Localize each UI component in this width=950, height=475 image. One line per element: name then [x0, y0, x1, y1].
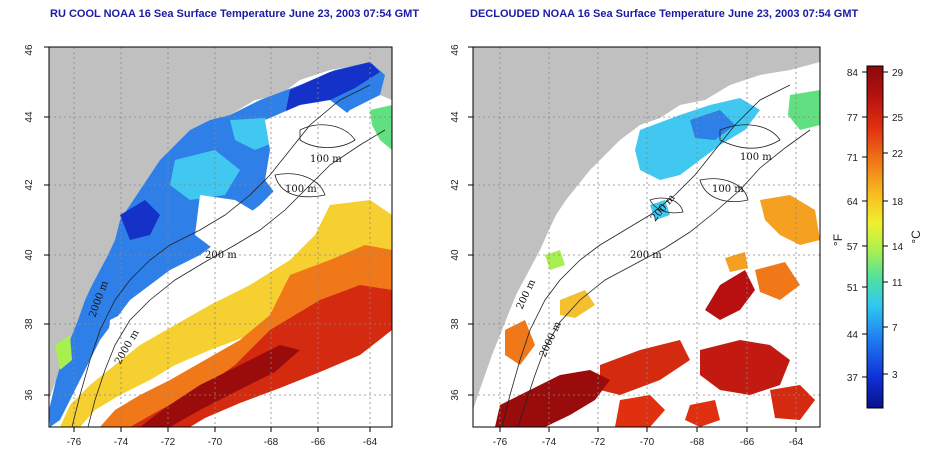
fahrenheit-tick: 44 [847, 330, 859, 341]
celsius-unit-label: °C [909, 230, 923, 244]
celsius-tick: 29 [892, 68, 904, 79]
x-tick-label: -66 [311, 437, 326, 448]
sst-warm-band [60, 200, 392, 427]
sst-cyan-patch [635, 98, 760, 180]
y-tick-label: 44 [450, 111, 461, 123]
fahrenheit-tick: 57 [847, 242, 859, 253]
grid-lines [473, 47, 820, 427]
sst-orange-band [100, 245, 392, 427]
temperature-colorbar: 37 44 51 57 64 71 77 84 3 7 11 14 18 22 … [831, 65, 923, 409]
y-tick-label: 36 [450, 389, 461, 401]
sst-warm-patch [560, 290, 595, 318]
x-tick-label: -68 [264, 437, 279, 448]
x-tick-label: -68 [690, 437, 705, 448]
y-axis: 36 38 40 42 44 46 [450, 44, 473, 401]
y-tick-label: 46 [450, 44, 461, 56]
isobath-contours [501, 84, 811, 427]
fahrenheit-tick-labels: 37 44 51 57 64 71 77 84 [847, 68, 859, 384]
y-axis: 36 38 40 42 44 46 [24, 44, 49, 401]
y-tick-label: 44 [24, 111, 35, 123]
cloud-no-data [195, 195, 260, 250]
celsius-tick-labels: 3 7 11 14 18 22 25 29 [892, 68, 904, 381]
x-tick-label: -72 [591, 437, 606, 448]
land-mass [49, 47, 392, 400]
fahrenheit-tick: 37 [847, 373, 859, 384]
cloud-no-data [108, 310, 140, 345]
fahrenheit-tick: 84 [847, 68, 859, 79]
grid-lines [49, 47, 392, 427]
sst-cyan-patch [170, 150, 240, 200]
fahrenheit-tick: 71 [847, 153, 859, 164]
fahrenheit-tick: 77 [847, 113, 859, 124]
celsius-tick: 3 [892, 370, 898, 381]
isobath-label: 200 m [630, 250, 662, 261]
isobath-label: 100 m [310, 154, 342, 165]
fahrenheit-unit-label: °F [831, 234, 845, 246]
land-mass [473, 47, 820, 410]
sst-deep-blue [120, 200, 160, 240]
map-title-declouded: DECLOUDED NOAA 16 Sea Surface Temperatur… [470, 8, 859, 20]
x-tick-label: -70 [640, 437, 655, 448]
x-tick-label: -64 [363, 437, 378, 448]
colorbar-gradient [866, 65, 884, 409]
sst-red-patch [600, 340, 690, 395]
celsius-tick: 11 [892, 278, 903, 289]
y-tick-label: 46 [24, 44, 35, 56]
y-tick-label: 42 [24, 179, 35, 191]
y-tick-label: 40 [24, 249, 35, 261]
sst-red-patch [700, 340, 790, 395]
isobath-label: 100 m [740, 152, 772, 163]
x-tick-label: -76 [493, 437, 508, 448]
isobath-label: 100 m [712, 184, 744, 195]
x-tick-label: -66 [740, 437, 755, 448]
isobath-label: 100 m [285, 184, 317, 195]
isobath-label: 200 m [205, 250, 237, 261]
sst-blue-patch [690, 110, 735, 140]
celsius-tick: 22 [892, 149, 904, 160]
map-frame [48, 46, 393, 428]
sst-warm-patch [755, 262, 800, 300]
x-tick-label: -74 [542, 437, 557, 448]
map-panel-raw: 100 m 100 m 200 m 2000 m 2000 m -76 -74 … [24, 44, 393, 448]
map-panel-declouded: 100 m 100 m 200 m 200 m 2000 m 200 m -76… [450, 44, 821, 448]
fahrenheit-tick: 64 [847, 197, 859, 208]
fahrenheit-tick: 51 [847, 283, 859, 294]
sst-warm-patch [725, 252, 748, 272]
celsius-tick: 7 [892, 323, 898, 334]
x-tick-label: -74 [114, 437, 129, 448]
map-title-raw: RU COOL NOAA 16 Sea Surface Temperature … [50, 8, 420, 20]
x-tick-label: -76 [67, 437, 82, 448]
x-tick-label: -72 [161, 437, 176, 448]
sst-red-patch [770, 385, 815, 420]
y-tick-label: 42 [450, 179, 461, 191]
sst-red-patch [685, 400, 720, 427]
x-axis: -76 -74 -72 -70 -68 -66 -64 [67, 427, 378, 448]
sst-green-patch [55, 335, 72, 370]
celsius-tick: 25 [892, 113, 904, 124]
x-tick-label: -64 [789, 437, 804, 448]
sst-green-patch [370, 105, 392, 150]
sst-warm-patch [505, 320, 535, 365]
sst-darkred-patch [495, 370, 610, 427]
celsius-tick: 14 [892, 242, 904, 253]
sst-red-patch [615, 395, 665, 427]
x-tick-label: -70 [208, 437, 223, 448]
y-tick-label: 40 [450, 249, 461, 261]
sst-red-patch [705, 270, 755, 320]
y-tick-label: 38 [450, 318, 461, 330]
sst-green-patch [788, 90, 820, 130]
x-axis: -76 -74 -72 -70 -68 -66 -64 [493, 427, 804, 448]
sst-warm-patch [760, 195, 820, 245]
colorbar-ticks [862, 71, 888, 378]
sst-darkred-band [140, 345, 300, 427]
isobath-contours [71, 84, 386, 427]
celsius-tick: 18 [892, 197, 904, 208]
y-tick-label: 36 [24, 389, 35, 401]
y-tick-label: 38 [24, 318, 35, 330]
